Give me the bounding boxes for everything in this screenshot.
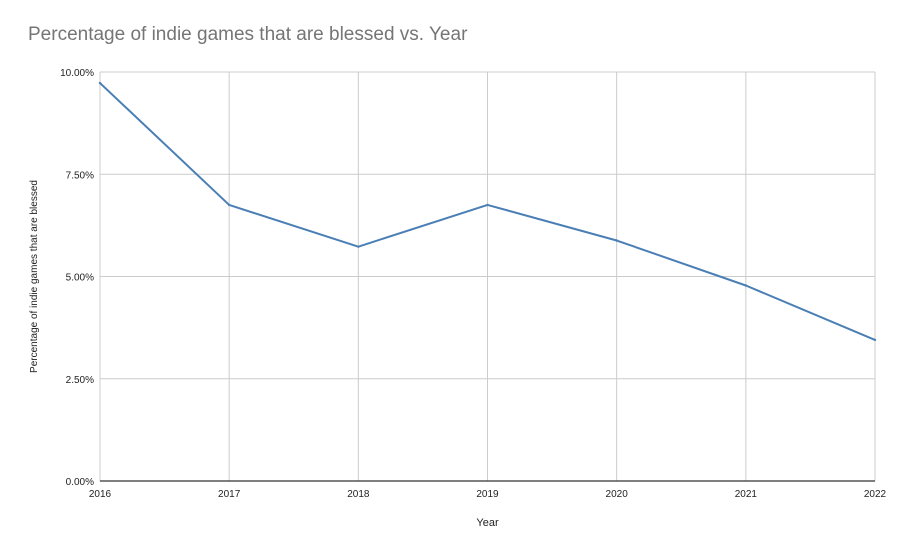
data-point bbox=[98, 81, 102, 85]
data-point bbox=[486, 203, 489, 207]
y-tick-label: 0.00% bbox=[66, 477, 94, 488]
data-point bbox=[357, 245, 360, 248]
x-tick-label: 2019 bbox=[476, 489, 499, 500]
data-point bbox=[873, 338, 877, 342]
x-tick-label: 2018 bbox=[347, 489, 370, 500]
x-tick-label: 2022 bbox=[864, 489, 887, 500]
x-tick-label: 2016 bbox=[89, 489, 112, 500]
data-point bbox=[227, 203, 231, 207]
y-tick-label: 2.50% bbox=[66, 375, 94, 386]
data-point bbox=[615, 239, 618, 242]
y-tick-label: 10.00% bbox=[60, 68, 94, 79]
y-tick-label: 5.00% bbox=[66, 273, 94, 284]
y-tick-label: 7.50% bbox=[66, 170, 94, 181]
chart-title: Percentage of indie games that are bless… bbox=[28, 24, 468, 45]
x-tick-label: 2021 bbox=[735, 489, 758, 500]
x-axis-label: Year bbox=[476, 517, 499, 529]
x-tick-label: 2020 bbox=[606, 489, 629, 500]
data-point bbox=[744, 284, 748, 287]
x-tick-label: 2017 bbox=[218, 489, 241, 500]
y-axis-label: Percentage of indie games that are bless… bbox=[29, 180, 40, 373]
